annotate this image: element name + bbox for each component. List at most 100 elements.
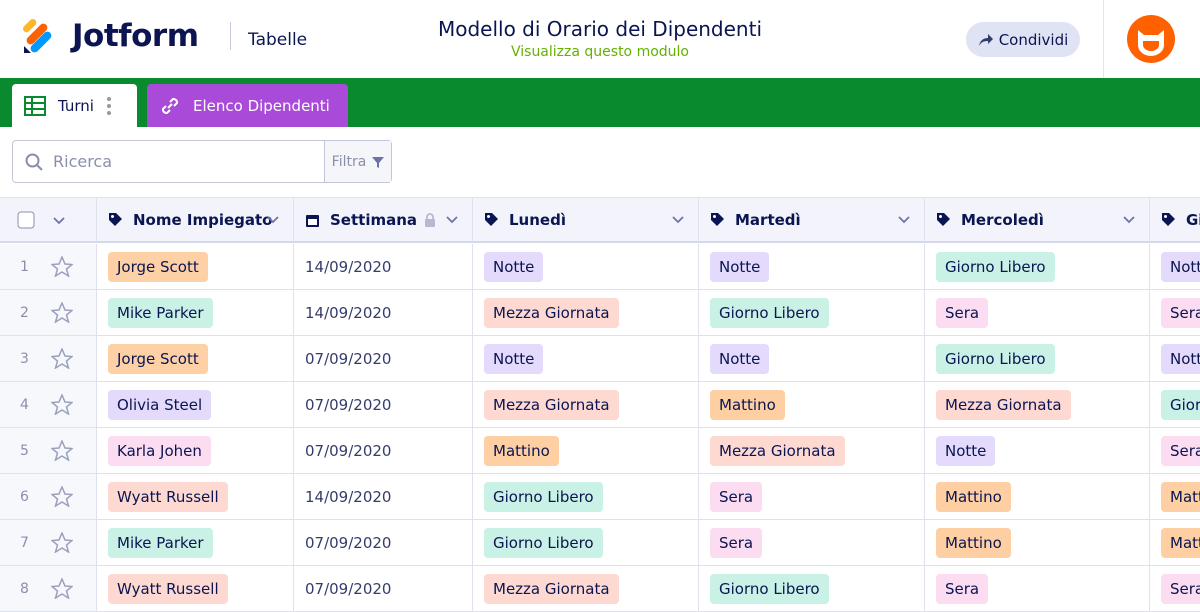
cell: Giorno Libero	[1150, 382, 1200, 428]
star[interactable]	[50, 440, 73, 461]
tag: Giorno Libero	[484, 527, 603, 558]
star[interactable]	[50, 578, 73, 599]
tag: Sera	[1161, 435, 1200, 466]
column-header[interactable]: Lunedì	[473, 198, 699, 243]
cell-text: 14/09/2020	[305, 487, 392, 506]
cell: Mezza Giornata	[473, 382, 699, 428]
column-header[interactable]: Giovedì	[1150, 198, 1200, 243]
cell: Mike Parker	[97, 520, 294, 566]
tag: Wyatt Russell	[108, 573, 228, 604]
tag: Sera	[710, 527, 763, 558]
cell: Mezza Giornata	[473, 566, 699, 612]
tab-label: Elenco Dipendenti	[193, 96, 330, 115]
tag: Mattino	[1161, 481, 1200, 512]
star[interactable]	[50, 256, 73, 277]
select-all[interactable]	[0, 198, 97, 243]
row-number: 6	[20, 488, 29, 505]
cell: Wyatt Russell	[97, 474, 294, 520]
cell-text: 07/09/2020	[305, 441, 392, 460]
cell: Mattino	[473, 428, 699, 474]
share-button[interactable]: Condividi	[966, 22, 1080, 57]
star[interactable]	[50, 486, 73, 507]
cell: Notte	[1150, 336, 1200, 382]
tag: Giorno Libero	[1161, 389, 1200, 420]
row-header: 1	[0, 244, 97, 290]
column-header[interactable]: Martedì	[699, 198, 925, 243]
logo-icon	[22, 18, 52, 53]
cell-text: 07/09/2020	[305, 395, 392, 414]
header: Jotform Tabelle Modello di Orario dei Di…	[0, 0, 1200, 79]
cell: Notte	[1150, 244, 1200, 290]
tag: Sera	[936, 573, 989, 604]
tag: Giorno Libero	[484, 481, 603, 512]
tab-active[interactable]: Turni	[12, 84, 137, 127]
form-link[interactable]: Visualizza questo modulo	[510, 44, 689, 60]
column-header[interactable]: Mercoledì	[925, 198, 1150, 243]
filter-icon	[372, 156, 385, 168]
search-input[interactable]: Ricerca	[13, 141, 325, 182]
cell: 07/09/2020	[294, 382, 473, 428]
cell: Mattino	[925, 520, 1150, 566]
table-icon	[24, 95, 46, 116]
search-icon	[25, 153, 43, 171]
row-header: 6	[0, 474, 97, 520]
tag: Notte	[710, 343, 770, 374]
tag: Notte	[484, 343, 544, 374]
cell: Notte	[473, 244, 699, 290]
cell: Mattino	[925, 474, 1150, 520]
tag: Notte	[484, 251, 544, 282]
search-box[interactable]: Ricerca Filtra	[12, 140, 392, 183]
cell: Sera	[1150, 566, 1200, 612]
tag: Wyatt Russell	[108, 481, 228, 512]
column-label: Lunedì	[509, 210, 566, 229]
tab-link[interactable]: Elenco Dipendenti	[147, 84, 348, 127]
column-header[interactable]: Nome Impiegato	[97, 198, 294, 243]
cell: 14/09/2020	[294, 474, 473, 520]
tag: Sera	[936, 297, 989, 328]
row-header: 7	[0, 520, 97, 566]
star[interactable]	[50, 532, 73, 553]
row-number: 8	[20, 580, 29, 597]
tag: Mattino	[484, 435, 559, 466]
cell-text: 14/09/2020	[305, 303, 392, 322]
cell: 07/09/2020	[294, 520, 473, 566]
tag: Mezza Giornata	[484, 297, 619, 328]
cell: Mezza Giornata	[473, 290, 699, 336]
star[interactable]	[50, 302, 73, 323]
star[interactable]	[50, 348, 73, 369]
row-number: 4	[20, 396, 29, 413]
cell: 14/09/2020	[294, 244, 473, 290]
cell: Karla Johen	[97, 428, 294, 474]
cell: Wyatt Russell	[97, 566, 294, 612]
cell-text: 07/09/2020	[305, 349, 392, 368]
cell: Jorge Scott	[97, 244, 294, 290]
column-label: Nome Impiegato	[133, 210, 273, 229]
section[interactable]: Tabelle	[248, 30, 308, 50]
tag: Sera	[1161, 573, 1200, 604]
column-header[interactable]: Settimana	[294, 198, 473, 243]
cell: Giorno Libero	[925, 336, 1150, 382]
cell: Mattino	[699, 382, 925, 428]
cell-text: 07/09/2020	[305, 533, 392, 552]
tab-menu[interactable]	[106, 96, 112, 116]
divider	[1103, 0, 1104, 78]
column-label: Martedì	[735, 210, 801, 229]
share-icon	[978, 33, 993, 46]
cell: Mike Parker	[97, 290, 294, 336]
cell: Giorno Libero	[473, 474, 699, 520]
filter-button[interactable]: Filtra	[325, 141, 391, 182]
avatar[interactable]	[1126, 14, 1176, 64]
cell: Jorge Scott	[97, 336, 294, 382]
cell: Giorno Libero	[699, 290, 925, 336]
star[interactable]	[50, 394, 73, 415]
tag: Mattino	[936, 527, 1011, 558]
tab-label: Turni	[58, 96, 94, 115]
tag: Giorno Libero	[710, 573, 829, 604]
link-icon	[161, 97, 179, 114]
row-number: 3	[20, 350, 29, 367]
cell: 07/09/2020	[294, 336, 473, 382]
tag: Notte	[710, 251, 770, 282]
row-number: 7	[20, 534, 29, 551]
row-number: 1	[20, 258, 29, 275]
tag: Giorno Libero	[710, 297, 829, 328]
